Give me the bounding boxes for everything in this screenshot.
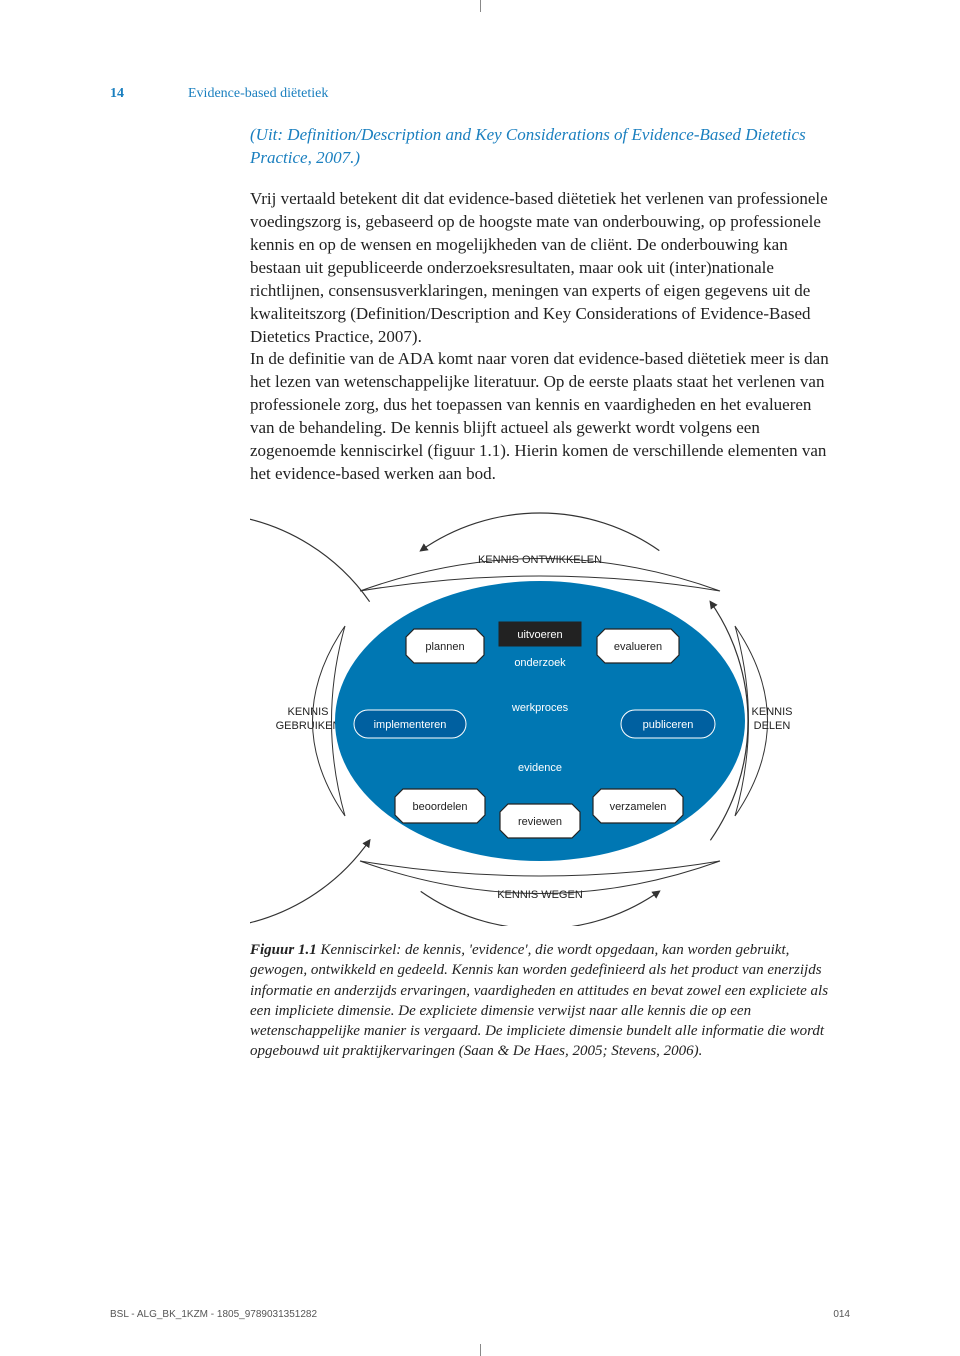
figure-caption-text: Kenniscirkel: de kennis, 'evidence', die… [250, 942, 828, 1059]
footer-left: BSL - ALG_BK_1KZM - 1805_9789031351282 [110, 1309, 317, 1320]
kenniscirkel-diagram: KENNIS ONTWIKKELEN KENNIS DELEN KENNIS WEGE… [250, 506, 830, 926]
running-header: 14 Evidence-based diëtetiek [110, 84, 850, 102]
running-head-title: Evidence-based diëtetiek [188, 86, 328, 101]
page-number: 14 [110, 86, 124, 102]
svg-text:werkproces: werkproces [511, 702, 569, 714]
svg-text:KENNIS ONTWIKKELEN: KENNIS ONTWIKKELEN [478, 554, 602, 566]
svg-text:reviewen: reviewen [518, 816, 562, 828]
svg-text:KENNIS: KENNIS [288, 706, 329, 718]
svg-text:DELEN: DELEN [754, 720, 791, 732]
svg-text:GEBRUIKEN: GEBRUIKEN [276, 720, 341, 732]
content-column: (Uit: Definition/Description and Key Con… [250, 124, 830, 1062]
footer-right: 014 [833, 1309, 850, 1320]
figure-caption: Figuur 1.1 Kenniscirkel: de kennis, 'evi… [250, 940, 830, 1062]
svg-text:beoordelen: beoordelen [412, 801, 467, 813]
svg-text:plannen: plannen [425, 641, 464, 653]
svg-text:implementeren: implementeren [374, 719, 447, 731]
page: 14 Evidence-based diëtetiek (Uit: Defini… [0, 0, 960, 1356]
figure-label: Figuur 1.1 [250, 942, 317, 958]
crop-mark [480, 0, 481, 12]
quote-source: (Uit: Definition/Description and Key Con… [250, 124, 830, 170]
figure-1-1: KENNIS ONTWIKKELEN KENNIS DELEN KENNIS WEGE… [250, 506, 830, 926]
page-footer: BSL - ALG_BK_1KZM - 1805_9789031351282 0… [110, 1309, 850, 1320]
svg-text:evalueren: evalueren [614, 641, 662, 653]
svg-text:KENNIS WEGEN: KENNIS WEGEN [497, 889, 583, 901]
svg-text:onderzoek: onderzoek [514, 657, 566, 669]
body-paragraph: Vrij vertaald betekent dit dat evidence-… [250, 188, 830, 486]
crop-mark [480, 1344, 481, 1356]
svg-text:publiceren: publiceren [643, 719, 694, 731]
svg-text:verzamelen: verzamelen [610, 801, 667, 813]
svg-text:evidence: evidence [518, 762, 562, 774]
svg-text:uitvoeren: uitvoeren [517, 629, 562, 641]
svg-text:KENNIS: KENNIS [752, 706, 793, 718]
